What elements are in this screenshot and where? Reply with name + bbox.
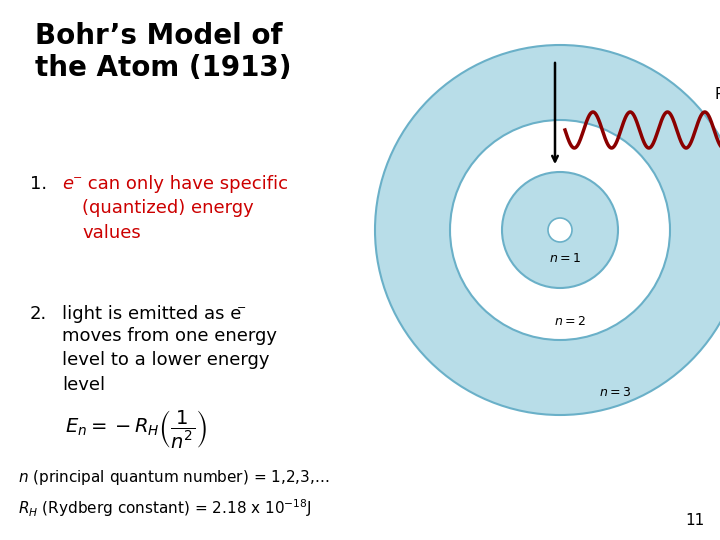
Text: moves from one energy
level to a lower energy
level: moves from one energy level to a lower e… <box>62 327 277 394</box>
Text: Bohr’s Model of
the Atom (1913): Bohr’s Model of the Atom (1913) <box>35 22 292 83</box>
Circle shape <box>548 218 572 242</box>
Text: e: e <box>62 175 73 193</box>
Circle shape <box>450 120 670 340</box>
Circle shape <box>375 45 720 415</box>
Text: $n=2$: $n=2$ <box>554 315 586 328</box>
Text: Photon: Photon <box>715 87 720 102</box>
Text: 11: 11 <box>685 513 705 528</box>
Circle shape <box>502 172 618 288</box>
Text: $n$ (principal quantum number) = 1,2,3,...: $n$ (principal quantum number) = 1,2,3,.… <box>18 468 329 487</box>
Text: light is emitted as e: light is emitted as e <box>62 305 241 323</box>
Text: $R_H$ (Rydberg constant) = 2.18 x 10$^{-18}$J: $R_H$ (Rydberg constant) = 2.18 x 10$^{-… <box>18 497 312 519</box>
Text: −: − <box>73 173 82 183</box>
Text: −: − <box>237 303 246 313</box>
Text: $n=3$: $n=3$ <box>599 386 631 399</box>
Text: 1.: 1. <box>30 175 47 193</box>
Text: $\mathit{E}_n$$ = -R_H\left(\dfrac{1}{n^2}\right)$: $\mathit{E}_n$$ = -R_H\left(\dfrac{1}{n^… <box>65 408 207 450</box>
Text: 2.: 2. <box>30 305 48 323</box>
Text: can only have specific
(quantized) energy
values: can only have specific (quantized) energ… <box>82 175 288 241</box>
Text: $n=1$: $n=1$ <box>549 252 581 265</box>
